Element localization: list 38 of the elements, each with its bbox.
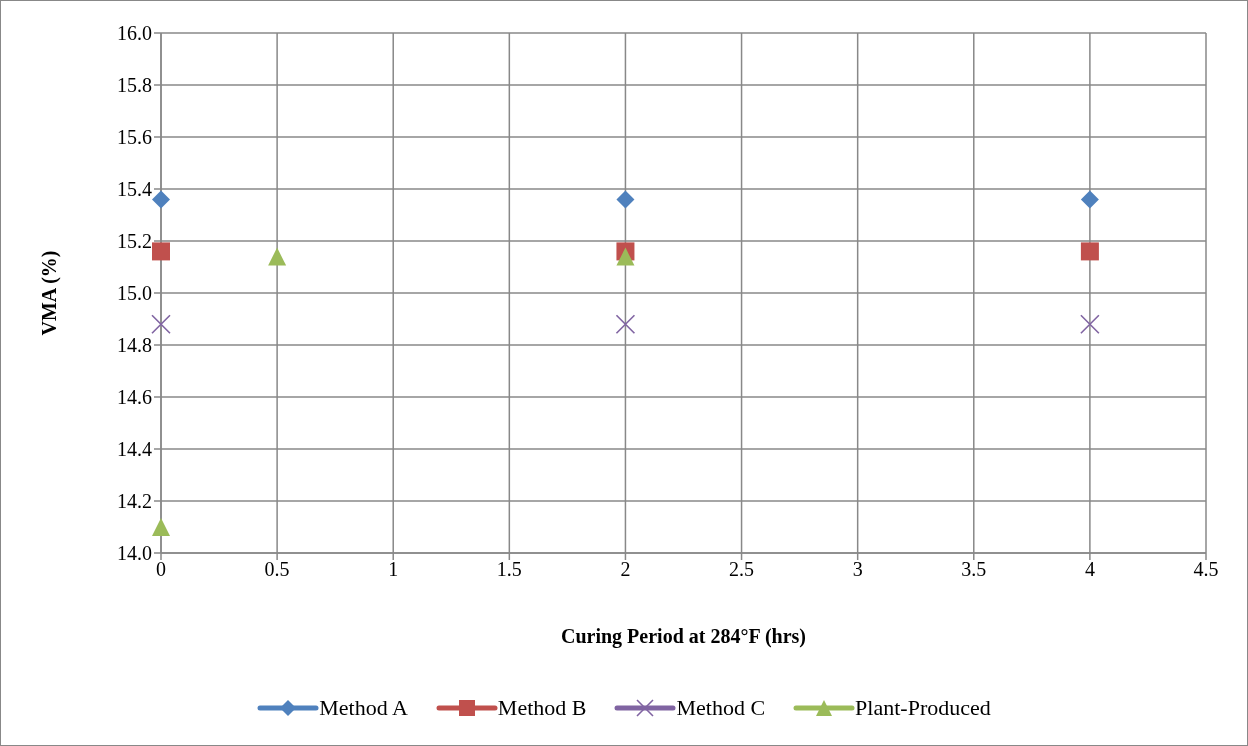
y-tick-label: 14.2 [117, 490, 152, 513]
x-axis-title: Curing Period at 284°F (hrs) [560, 625, 807, 648]
y-tick-label: 14.0 [117, 542, 152, 565]
point [151, 314, 171, 334]
y-tick-label: 15.0 [117, 282, 152, 305]
y-tick-label: 15.4 [117, 178, 152, 201]
point [615, 314, 636, 334]
x-tick-label: 0 [156, 558, 166, 581]
legend-label: Method A [319, 695, 408, 721]
y-tick-label: 15.6 [117, 126, 152, 149]
legend-label: Plant-Produced [855, 695, 991, 721]
point [1080, 314, 1100, 334]
x-tick-label: 3 [852, 558, 863, 581]
y-tick-label: 14.6 [117, 386, 152, 409]
y-tick-label: 16.0 [117, 22, 152, 45]
y-tick-label: 14.8 [117, 334, 152, 357]
x-tick-label: 1.5 [496, 558, 522, 581]
x-tick-label: 0.5 [264, 558, 290, 581]
x-tick-label: 4.5 [1193, 558, 1219, 581]
point [152, 518, 170, 536]
x-tick-label: 2 [620, 558, 631, 581]
y-tick-label: 15.2 [117, 230, 152, 253]
y-tick-label: 14.4 [117, 438, 152, 461]
point [1080, 190, 1099, 209]
legend-label: Method C [676, 695, 766, 721]
point [152, 242, 170, 261]
point [616, 247, 635, 266]
point [268, 247, 287, 266]
point [616, 190, 635, 209]
x-tick-label: 1 [388, 558, 399, 581]
y-tick-label: 15.8 [117, 74, 152, 97]
x-tick-label: 2.5 [729, 558, 755, 581]
legend-label: Method B [497, 695, 587, 721]
point [1080, 242, 1099, 261]
x-tick-label: 4 [1084, 558, 1095, 581]
x-tick-label: 3.5 [961, 558, 987, 581]
point [152, 190, 170, 209]
y-axis-title: VMA (%) [38, 250, 62, 336]
